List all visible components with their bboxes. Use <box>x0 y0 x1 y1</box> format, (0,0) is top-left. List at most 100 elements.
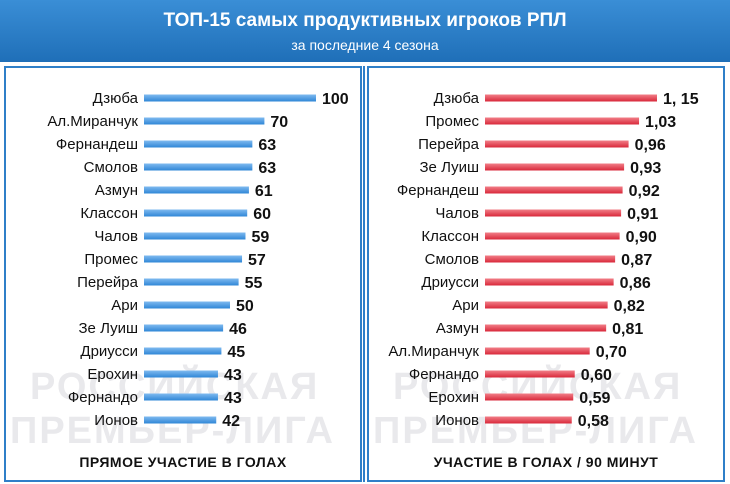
category-label: Ерохин <box>428 389 479 406</box>
bar <box>485 301 608 309</box>
value-label: 0,87 <box>621 252 652 269</box>
value-label: 0,82 <box>614 298 645 315</box>
value-label: 61 <box>255 183 273 200</box>
category-label: Азмун <box>95 182 138 199</box>
right-chart-title: УЧАСТИЕ В ГОЛАХ / 90 МИНУТ <box>433 454 659 470</box>
value-label: 45 <box>227 344 245 361</box>
value-label: 0,58 <box>578 413 609 430</box>
value-label: 59 <box>251 229 269 246</box>
value-label: 57 <box>248 252 266 269</box>
bar <box>144 94 316 102</box>
value-label: 55 <box>245 275 263 292</box>
bar <box>485 232 620 240</box>
page-subtitle: за последние 4 сезона <box>291 37 439 53</box>
category-label: Азмун <box>436 320 479 337</box>
category-label: Ари <box>452 297 479 314</box>
header-banner: ТОП-15 самых продуктивных игроков РПЛ за… <box>0 0 730 62</box>
bar <box>485 393 574 401</box>
bar <box>485 140 629 148</box>
category-label: Смолов <box>84 159 138 176</box>
category-label: Дриусси <box>421 274 479 291</box>
category-label: Смолов <box>425 251 479 268</box>
bar <box>144 117 265 125</box>
value-label: 0,60 <box>581 367 612 384</box>
category-label: Зе Луиш <box>420 159 480 176</box>
value-label: 42 <box>222 413 240 430</box>
category-label: Дзюба <box>93 90 139 107</box>
value-label: 0,70 <box>596 344 627 361</box>
value-label: 0,93 <box>630 160 661 177</box>
goal-involvement-per-90-chart: Дзюба 1, 15 Промес 1,03 Перейра 0,96 Зе Луиш 0,… <box>388 90 699 430</box>
category-label: Ал.Миранчук <box>47 113 138 130</box>
bar <box>144 209 248 217</box>
value-label: 46 <box>229 321 247 338</box>
bar <box>144 163 253 171</box>
bar <box>485 186 623 194</box>
value-label: 0,91 <box>627 206 658 223</box>
left-chart-panel: РОССИЙСКАЯ ПРЕМЬЕР-ЛИГА Дзюба 100 Ал.Миран… <box>4 66 362 482</box>
bar <box>144 324 224 332</box>
category-label: Фернандо <box>68 389 138 406</box>
category-label: Ал.Миранчук <box>388 343 479 360</box>
right-chart-panel: РОССИЙСКАЯ ПРЕМЬЕР-ЛИГА Дзюба 1, 15 Промес… <box>367 66 725 482</box>
bar <box>144 416 217 424</box>
value-label: 43 <box>224 367 242 384</box>
value-label: 43 <box>224 390 242 407</box>
bar <box>144 140 253 148</box>
category-label: Чалов <box>435 205 479 222</box>
bar <box>485 278 614 286</box>
value-label: 0,92 <box>629 183 660 200</box>
value-label: 0,86 <box>620 275 651 292</box>
bar <box>485 370 575 378</box>
bar <box>144 370 218 378</box>
value-label: 63 <box>258 160 276 177</box>
category-label: Ионов <box>94 412 138 429</box>
bar <box>144 393 218 401</box>
bar <box>144 301 230 309</box>
category-label: Фернандо <box>409 366 479 383</box>
bar <box>485 163 625 171</box>
bar <box>485 255 616 263</box>
category-label: Промес <box>425 113 479 130</box>
category-label: Дзюба <box>434 90 480 107</box>
value-label: 63 <box>258 137 276 154</box>
bar <box>144 278 239 286</box>
category-label: Ионов <box>435 412 479 429</box>
value-label: 0,59 <box>579 390 610 407</box>
value-label: 60 <box>253 206 271 223</box>
value-label: 0,96 <box>635 137 666 154</box>
bar <box>485 94 657 102</box>
bar <box>485 416 572 424</box>
direct-goal-involvement-chart: Дзюба 100 Ал.Миранчук 70 Фернандеш 63 Смолов 63… <box>47 90 349 430</box>
bar <box>485 324 607 332</box>
bar <box>485 347 590 355</box>
value-label: 100 <box>322 91 349 108</box>
page-title: ТОП-15 самых продуктивных игроков РПЛ <box>163 10 567 31</box>
category-label: Перейра <box>77 274 139 291</box>
bar <box>144 232 246 240</box>
value-label: 1, 15 <box>663 91 699 108</box>
category-label: Ерохин <box>87 366 138 383</box>
panel-divider <box>363 66 365 482</box>
category-label: Ари <box>111 297 138 314</box>
value-label: 1,03 <box>645 114 676 131</box>
category-label: Фернандеш <box>397 182 479 199</box>
bar <box>485 117 640 125</box>
category-label: Классон <box>80 205 138 222</box>
bar <box>144 255 243 263</box>
category-label: Дриусси <box>80 343 138 360</box>
category-label: Чалов <box>94 228 138 245</box>
value-label: 0,81 <box>612 321 643 338</box>
category-label: Классон <box>421 228 479 245</box>
value-label: 50 <box>236 298 254 315</box>
bar <box>144 347 222 355</box>
category-label: Промес <box>84 251 138 268</box>
category-label: Зе Луиш <box>79 320 139 337</box>
value-label: 0,90 <box>626 229 657 246</box>
category-label: Фернандеш <box>56 136 138 153</box>
bar <box>485 209 622 217</box>
category-label: Перейра <box>418 136 480 153</box>
left-chart-title: ПРЯМОЕ УЧАСТИЕ В ГОЛАХ <box>79 454 287 470</box>
bar <box>144 186 249 194</box>
